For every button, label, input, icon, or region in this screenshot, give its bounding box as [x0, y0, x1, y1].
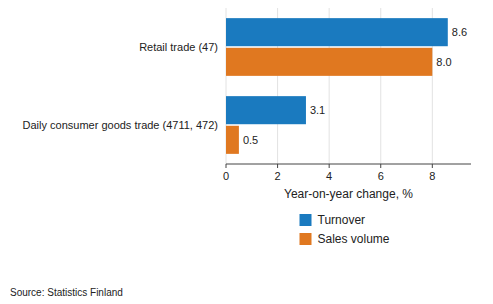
data-labels: 3.1 0.5 8.6 8.0: [243, 26, 467, 146]
x-axis-line: [226, 164, 471, 165]
x-axis: 0 2 4 6 8: [223, 164, 471, 182]
x-tick: [277, 164, 278, 168]
x-tick: [432, 164, 433, 168]
legend-swatch: [300, 214, 312, 226]
data-label: 3.1: [310, 104, 325, 116]
chart-container: 3.1 0.5 8.6 8.0 Daily consumer goods trade (…: [0, 0, 493, 304]
x-tick: [329, 164, 330, 168]
x-tick-label: 0: [223, 170, 229, 182]
x-tick-label: 6: [378, 170, 384, 182]
chart-svg: 3.1 0.5 8.6 8.0 Daily consumer goods trade (…: [0, 0, 493, 304]
bar: [226, 96, 306, 124]
data-label: 0.5: [243, 134, 258, 146]
bar: [226, 18, 448, 46]
legend: Turnover Sales volume: [300, 213, 390, 246]
y-tick-label: Daily consumer goods trade (4711, 472): [23, 119, 218, 131]
x-axis-label: Year-on-year change, %: [284, 187, 413, 201]
legend-swatch: [300, 233, 312, 245]
x-tick-label: 4: [326, 170, 332, 182]
bars: [226, 18, 448, 154]
y-tick-label: Retail trade (47): [139, 41, 218, 53]
x-tick-label: 2: [275, 170, 281, 182]
x-tick-label: 8: [429, 170, 435, 182]
y-axis: Daily consumer goods trade (4711, 472) Re…: [23, 41, 218, 131]
bar: [226, 126, 239, 154]
data-label: 8.6: [452, 26, 467, 38]
legend-label: Turnover: [318, 213, 366, 227]
legend-label: Sales volume: [318, 232, 390, 246]
data-label: 8.0: [436, 56, 451, 68]
x-tick: [380, 164, 381, 168]
source-note: Source: Statistics Finland: [10, 287, 123, 298]
x-tick: [226, 164, 227, 168]
bar: [226, 48, 432, 76]
